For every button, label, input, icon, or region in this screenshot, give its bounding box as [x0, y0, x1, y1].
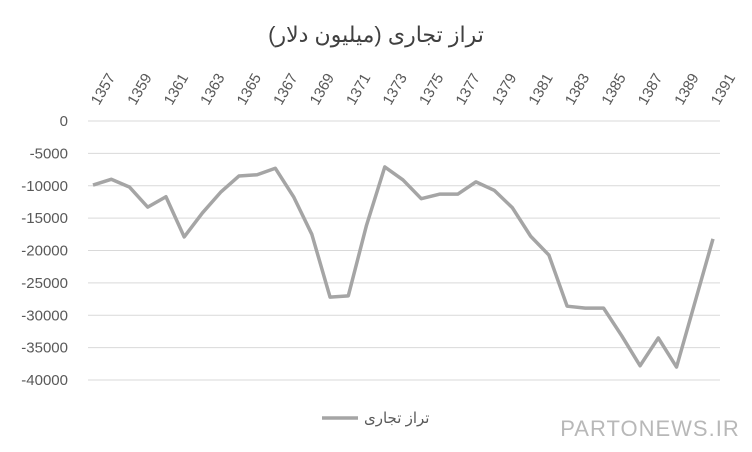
watermark: PARTONEWS.IR [560, 416, 739, 441]
y-tick-label: -15000 [21, 210, 68, 227]
y-tick-label: -30000 [21, 307, 68, 324]
y-tick-label: -10000 [21, 178, 68, 195]
y-tick-label: -40000 [21, 372, 68, 389]
y-tick-label: -5000 [30, 145, 68, 162]
chart-title: تراز تجاری (میلیون دلار) [268, 22, 484, 47]
y-tick-label: -20000 [21, 243, 68, 260]
y-tick-label: 0 [60, 113, 68, 130]
y-tick-label: -35000 [21, 340, 68, 357]
y-tick-label: -25000 [21, 275, 68, 292]
data-line [92, 165, 715, 369]
legend-label: تراز تجاری [364, 410, 429, 427]
